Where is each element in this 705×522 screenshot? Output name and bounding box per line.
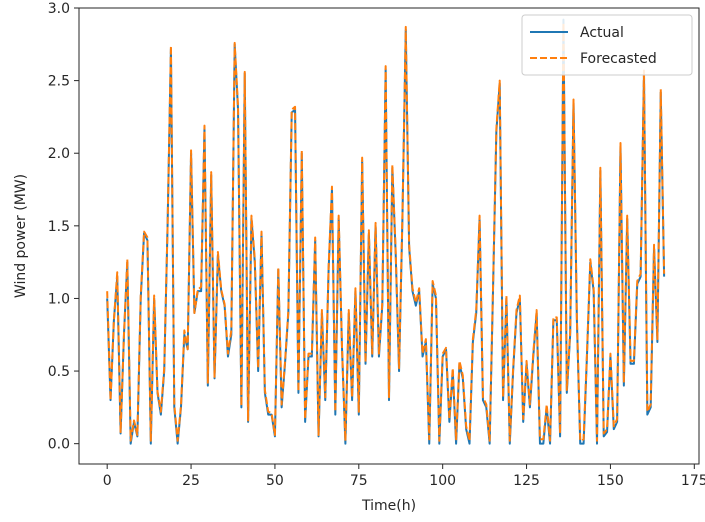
y-tick-label: 2.0 [48, 146, 70, 162]
x-tick-label: 75 [350, 473, 368, 489]
legend-box [521, 14, 693, 76]
x-tick-label: 150 [597, 473, 624, 489]
y-axis-label: Wind power (MW) [13, 174, 29, 298]
y-axis-ticks: 0.0 0.5 1.0 1.5 2.0 2.5 3.0 [48, 1, 79, 453]
legend-label-actual: Actual [580, 25, 624, 41]
legend-label-forecasted: Forecasted [580, 51, 657, 67]
series-layer [106, 18, 666, 445]
legend: Actual Forecasted [521, 14, 693, 76]
x-axis-ticks: 0 25 50 75 100 125 150 175 [103, 464, 705, 489]
x-tick-label: 0 [103, 473, 112, 489]
y-tick-label: 0.5 [48, 364, 70, 380]
y-tick-label: 1.0 [48, 291, 70, 307]
plot-area-frame [78, 7, 700, 465]
x-tick-label: 125 [513, 473, 540, 489]
y-tick-label: 1.5 [48, 219, 70, 235]
series-line-forecasted [106, 21, 666, 442]
x-axis-label: Time(h) [361, 498, 416, 514]
y-tick-label: 0.0 [48, 437, 70, 453]
y-tick-label: 2.5 [48, 74, 70, 90]
x-tick-label: 25 [182, 473, 200, 489]
x-tick-label: 100 [429, 473, 456, 489]
x-tick-label: 50 [266, 473, 284, 489]
x-tick-label: 175 [681, 473, 705, 489]
y-tick-label: 3.0 [48, 1, 70, 17]
